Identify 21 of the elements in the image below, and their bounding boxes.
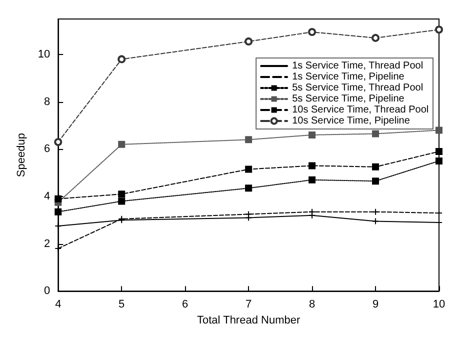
x-tick-label: 6 [182,298,188,311]
legend-label: 10s Service Time, Pipeline [292,116,410,126]
y-tick-label: 6 [44,143,50,156]
x-tick-label: 10 [432,298,446,311]
x-tick-label: 9 [372,298,379,311]
legend-label: 5s Service Time, Thread Pool [292,82,424,94]
y-tick-label: 2 [44,238,50,250]
x-axis-title: Total Thread Number [197,314,300,326]
y-tick-label: 4 [44,190,50,202]
legend-label: 1s Service Time, Pipeline [292,72,405,82]
legend-label: 5s Service Time, Pipeline [292,94,405,104]
x-tick-label: 8 [308,298,316,311]
legend-label: 10s Service Time, Thread Pool [292,104,429,116]
y-tick-label: 10 [38,48,50,60]
x-tick-label: 4 [55,298,62,311]
y-tick-label: 8 [44,96,50,108]
legend-label: 1s Service Time, Thread Pool [292,60,424,72]
y-tick-label: 0 [44,285,50,298]
x-tick-label: 5 [118,298,125,311]
x-tick-label: 7 [246,298,252,311]
y-axis-title: Speedup [16,133,28,178]
